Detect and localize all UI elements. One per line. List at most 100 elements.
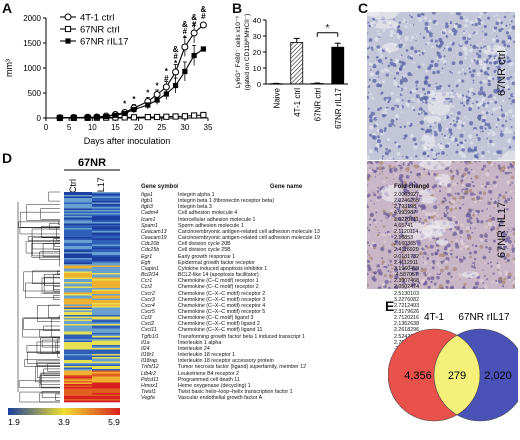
tissue-cell bbox=[475, 217, 479, 220]
tissue-cell bbox=[415, 94, 420, 99]
tissue-cell bbox=[393, 217, 397, 221]
tissue-cell bbox=[461, 195, 465, 199]
gene-name: Chemokine (C–X–C motif) ligand 2 bbox=[178, 321, 260, 328]
tissue-cell bbox=[471, 23, 474, 26]
tissue-cell bbox=[408, 264, 411, 267]
tissue-cell bbox=[471, 231, 474, 234]
tissue-cell bbox=[411, 88, 416, 94]
heatmap-cell bbox=[92, 376, 120, 379]
tissue-cell bbox=[435, 147, 438, 149]
heatmap-cell bbox=[64, 307, 92, 310]
tissue-cell bbox=[487, 170, 489, 172]
heatmap-cell bbox=[64, 262, 92, 265]
tissue-cell bbox=[513, 273, 515, 276]
tissue-cell bbox=[479, 66, 482, 69]
gene-name: Cell adhesion molecule 4 bbox=[178, 210, 238, 217]
tissue-cell bbox=[442, 59, 447, 64]
heatmap-cell bbox=[92, 348, 120, 350]
heatmap-cell bbox=[64, 222, 92, 224]
tissue-cell bbox=[393, 271, 397, 276]
tissue-cell bbox=[367, 161, 369, 164]
fold-change: 3.2276082 bbox=[394, 296, 420, 303]
tissue-cell bbox=[478, 118, 481, 121]
tissue-cell bbox=[508, 228, 510, 230]
tissue-cell bbox=[505, 261, 507, 264]
tissue-cell bbox=[504, 112, 509, 116]
tissue-cell bbox=[400, 54, 403, 57]
tissue-cell bbox=[449, 286, 453, 289]
tissue-cell bbox=[387, 258, 390, 260]
gene-name: Leukotriene B4 receptor 2 bbox=[178, 370, 239, 377]
tissue-cell bbox=[487, 79, 491, 83]
dendrogram-branch bbox=[39, 329, 60, 338]
tissue-cell bbox=[476, 17, 481, 22]
tissue-cell bbox=[402, 135, 405, 139]
gene-table-header: Gene symbol Gene name Fold change bbox=[141, 183, 441, 192]
tissue-cell bbox=[513, 73, 515, 77]
heatmap-cell bbox=[64, 388, 92, 391]
tissue-cell bbox=[436, 262, 439, 266]
tissue-cell bbox=[429, 257, 432, 260]
tissue-cell bbox=[468, 134, 473, 139]
fold-change: -4.587057 bbox=[394, 272, 418, 279]
tissue-cell bbox=[410, 39, 413, 42]
gene-symbol: Il18rap bbox=[141, 358, 158, 365]
heatmap-cell bbox=[64, 232, 92, 235]
tissue-cell bbox=[479, 197, 483, 200]
tissue-cell bbox=[491, 226, 496, 231]
tissue-cell bbox=[468, 179, 471, 182]
tissue-cell bbox=[389, 280, 392, 283]
tissue-cell bbox=[398, 12, 400, 14]
tissue-cell bbox=[493, 165, 496, 167]
gene-row: Cdc20b Cell division cycle 20B 2.160365 bbox=[141, 241, 441, 247]
heatmap-cell bbox=[64, 396, 92, 398]
tissue-cell bbox=[399, 39, 403, 43]
tissue-cell bbox=[386, 106, 389, 109]
tissue-cell bbox=[493, 206, 496, 209]
tissue-cell bbox=[487, 142, 490, 145]
tissue-cell bbox=[399, 105, 403, 109]
tissue-cell bbox=[508, 138, 512, 141]
gene-name: Chemokine (C–X–C motif) ligand 11 bbox=[178, 327, 263, 334]
tissue-cell bbox=[367, 155, 371, 160]
tissue-cell bbox=[419, 217, 422, 220]
tissue-cell bbox=[442, 259, 445, 262]
tissue-cell bbox=[433, 68, 435, 70]
data-point bbox=[163, 113, 170, 120]
data-point bbox=[153, 113, 161, 121]
tissue-cell bbox=[476, 137, 481, 142]
gene-name: Chemokine (C–C motif) receptor 1 bbox=[178, 278, 259, 285]
tissue-cell bbox=[506, 180, 511, 186]
tissue-cell bbox=[495, 107, 498, 110]
tissue-cell bbox=[452, 174, 455, 178]
fold-change: 2.4112911 bbox=[394, 259, 419, 266]
dendrogram-branch bbox=[48, 191, 60, 202]
tissue-cell bbox=[420, 106, 422, 109]
x-tick-label: 10 bbox=[88, 123, 97, 132]
tissue-cell bbox=[377, 186, 380, 189]
tissue-cell bbox=[468, 107, 473, 111]
heatmap-cell bbox=[64, 355, 92, 358]
tissue-cell bbox=[474, 161, 477, 163]
heatmap-cell bbox=[64, 370, 92, 373]
tissue-cell bbox=[435, 22, 439, 25]
tissue-cell bbox=[452, 182, 457, 187]
tissue-cell bbox=[463, 130, 466, 134]
heatmap-cell bbox=[64, 327, 92, 329]
tissue-cell bbox=[468, 161, 472, 165]
tissue-cell bbox=[474, 281, 480, 286]
tissue-gap bbox=[380, 184, 405, 202]
tissue-cell bbox=[367, 267, 372, 272]
tissue-cell bbox=[471, 244, 474, 247]
data-point bbox=[173, 82, 179, 89]
tissue-cell bbox=[375, 143, 380, 148]
tissue-cell bbox=[456, 143, 459, 147]
gene-symbol: Hmox1 bbox=[141, 382, 158, 389]
tissue-cell bbox=[381, 173, 384, 175]
gene-row: Egr1 Early growth response 1 2.0181732 bbox=[141, 254, 441, 260]
gene-name: Interleukin 18 receptor 1 bbox=[178, 352, 236, 359]
tissue-cell bbox=[462, 255, 465, 258]
tissue-cell bbox=[401, 99, 404, 102]
tissue-cell bbox=[425, 70, 428, 73]
heatmap-cell bbox=[92, 220, 120, 223]
